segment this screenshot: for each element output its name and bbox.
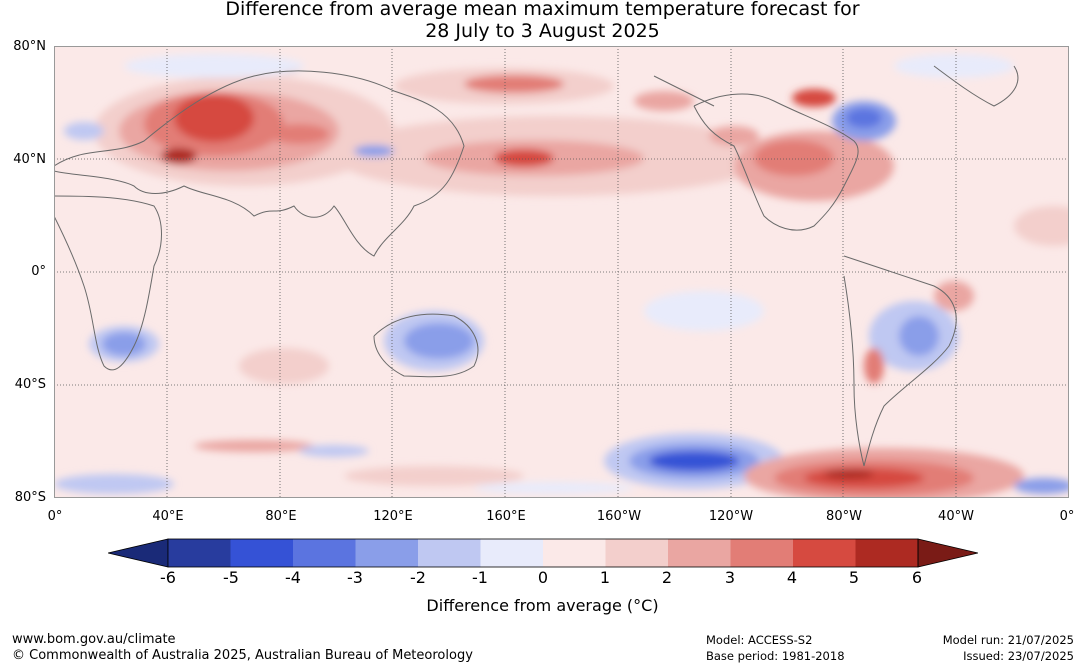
colorbar-segment: [543, 539, 606, 567]
lat-label-40n: 40°N: [13, 152, 46, 167]
map-frame: [54, 46, 1069, 498]
lon-label-120e: 120°E: [373, 509, 413, 524]
legend-tick-label: 0: [537, 568, 549, 587]
legend-tick-label: -5: [223, 568, 239, 587]
legend-tick-label: 6: [911, 568, 923, 587]
colorbar-low-extend: [107, 538, 169, 568]
anomaly-contours: [54, 54, 1069, 498]
lon-label-0: 0°: [47, 509, 63, 524]
legend-tick-label: 3: [724, 568, 736, 587]
model-run-date: Model run: 21/07/2025: [942, 633, 1074, 647]
lat-label-equator: 0°: [31, 264, 46, 279]
colorbar-segment: [855, 539, 919, 567]
legend-tick-label: -6: [160, 568, 176, 587]
lon-label-160e: 160°E: [486, 509, 526, 524]
colorbar-frame: [167, 538, 919, 568]
lat-label-80s: 80°S: [14, 490, 46, 505]
lon-label-40e: 40°E: [152, 509, 184, 524]
graticule: [54, 46, 1069, 498]
colorbar-segment: [730, 539, 794, 567]
legend-title: Difference from average (°C): [426, 596, 659, 615]
legend-tick-label: -3: [347, 568, 363, 587]
lon-label-80e: 80°E: [265, 509, 297, 524]
colorbar-segment: [168, 539, 231, 567]
website-link[interactable]: www.bom.gov.au/climate: [12, 632, 176, 647]
temperature-anomaly-map: [54, 46, 1069, 498]
legend-tick-label: -1: [472, 568, 488, 587]
model-name: Model: ACCESS-S2: [706, 633, 813, 647]
base-period: Base period: 1981-2018: [706, 649, 845, 663]
map-canvas: [54, 46, 1069, 498]
lon-label-40w: 40°W: [938, 509, 974, 524]
legend-tick-label: 1: [599, 568, 611, 587]
copyright-text: © Commonwealth of Australia 2025, Austra…: [12, 648, 473, 663]
map-title-line-1: Difference from average mean maximum tem…: [225, 0, 860, 20]
lon-label-0-right: 0°: [1059, 509, 1075, 524]
legend-tick-label: 4: [786, 568, 798, 587]
coastlines: [54, 65, 1019, 467]
lat-label-80n: 80°N: [13, 39, 46, 54]
colorbar-segment: [418, 539, 481, 567]
lon-label-120w: 120°W: [708, 509, 754, 524]
issued-date: Issued: 23/07/2025: [963, 649, 1074, 663]
colorbar-segment: [668, 539, 731, 567]
lat-label-40s: 40°S: [14, 377, 46, 392]
legend-tick-label: -2: [410, 568, 426, 587]
colorbar-segment: [293, 539, 356, 567]
colorbar: [107, 538, 979, 568]
colorbar-high-extend: [917, 538, 979, 568]
colorbar-legend: [107, 538, 979, 570]
colorbar-segment: [605, 539, 669, 567]
lon-label-160w: 160°W: [596, 509, 642, 524]
colorbar-segment: [793, 539, 856, 567]
colorbar-segment: [355, 539, 419, 567]
legend-tick-label: 5: [848, 568, 860, 587]
legend-tick-label: 2: [661, 568, 673, 587]
map-title-line-2: 28 July to 3 August 2025: [425, 20, 660, 42]
colorbar-segment: [230, 539, 294, 567]
colorbar-segment: [480, 539, 544, 567]
legend-tick-label: -4: [285, 568, 301, 587]
lon-label-80w: 80°W: [826, 509, 862, 524]
